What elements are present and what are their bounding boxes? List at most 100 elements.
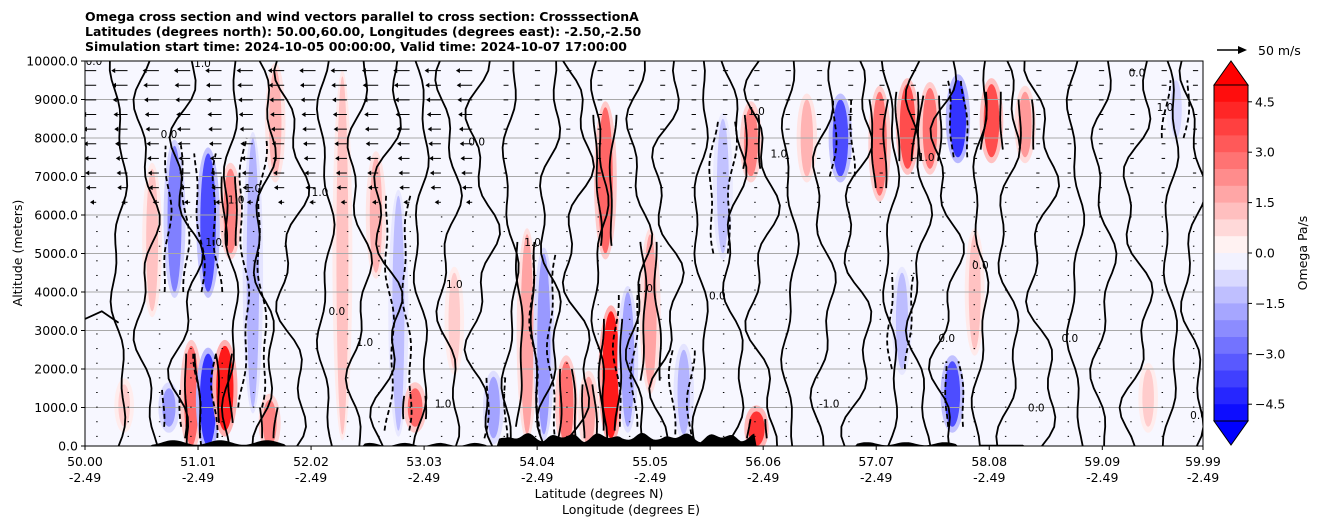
wind-vector-head — [242, 185, 247, 191]
zero-contour — [515, 241, 524, 427]
omega-cell — [643, 234, 657, 389]
wind-vector-head — [271, 141, 276, 147]
wind-vector-head — [403, 199, 408, 205]
wind-vector-head — [303, 155, 308, 161]
wind-vector-head — [336, 185, 341, 191]
negative-contour — [629, 291, 639, 427]
x-tick-label-lat: 56.06 — [745, 454, 781, 469]
omega-cell — [1142, 369, 1154, 427]
negative-contour — [161, 388, 166, 427]
wind-vector-head — [457, 97, 462, 103]
negative-contour — [726, 118, 738, 254]
contour-label: 0.0 — [1061, 333, 1078, 345]
negative-contour — [178, 388, 183, 427]
zero-contour — [402, 395, 406, 420]
wind-vector-head — [333, 126, 338, 132]
colorbar-segment — [1214, 269, 1248, 288]
negative-contour — [849, 99, 856, 177]
x-tick-label-lon: -2.49 — [182, 470, 214, 485]
zero-contour — [882, 99, 889, 189]
quiver-key-arrowhead-icon — [1238, 46, 1247, 54]
negative-contour — [483, 376, 490, 439]
zero-contour — [193, 353, 202, 439]
wind-vector-head — [206, 97, 211, 103]
wind-vector-head — [398, 170, 403, 176]
wind-vector-head — [395, 112, 400, 118]
zero-contour — [570, 368, 577, 439]
y-axis-label: Altitude (meters) — [10, 200, 25, 307]
wind-vector-head — [303, 141, 308, 147]
zero-contour — [1017, 99, 1022, 150]
contour-label: 1.0 — [312, 187, 329, 199]
wind-vector-head — [299, 68, 304, 74]
wind-vector-head — [430, 185, 435, 191]
wind-vector-head — [273, 170, 278, 176]
zero-contour — [653, 241, 662, 381]
y-tick-label: 6000.0 — [34, 208, 78, 223]
wind-vector-head — [426, 112, 431, 118]
wind-vector-head — [179, 185, 184, 191]
wind-vector-head — [396, 126, 401, 132]
wind-vector-head — [301, 112, 306, 118]
y-tick-label: 7000.0 — [34, 169, 78, 184]
wind-vector-head — [455, 68, 460, 74]
colorbar-segment — [1214, 370, 1248, 388]
contour-label: 1.0 — [245, 183, 262, 195]
wind-vector-head — [205, 82, 210, 88]
wind-vector-head — [146, 141, 151, 147]
wind-vector-head — [85, 141, 88, 147]
colorbar: 4.5 3.0 1.5 0.0 −1.5 −3.0 −4.5 — [1213, 60, 1285, 446]
wind-vector-head — [246, 199, 251, 205]
wind-vector-head — [340, 199, 345, 205]
zero-contour — [648, 61, 685, 446]
wind-vector-head — [114, 126, 119, 132]
contour-label: 1.0 — [446, 279, 463, 291]
omega-cell — [677, 349, 690, 435]
wind-vector-head — [176, 126, 181, 132]
zero-contour — [167, 61, 205, 446]
wind-vector-head — [429, 170, 434, 176]
wind-vector-head — [372, 199, 377, 205]
colorbar-segment — [1214, 169, 1248, 187]
zero-contour — [344, 61, 374, 446]
colorbar-segment — [1214, 337, 1248, 355]
wind-vector-head — [240, 141, 245, 147]
zero-contour — [613, 318, 624, 431]
colorbar-segment — [1214, 286, 1248, 304]
omega-cell — [199, 353, 217, 446]
wind-vector-head — [365, 141, 370, 147]
zero-contour — [742, 114, 748, 170]
x-tick-label-lon: -2.49 — [521, 470, 553, 485]
wind-vector-head — [85, 185, 90, 191]
wind-vector-head — [394, 82, 399, 88]
wind-vector-head — [278, 199, 283, 205]
omega-cell — [582, 376, 596, 446]
wind-vector-head — [272, 155, 277, 161]
omega-cell — [269, 68, 282, 177]
negative-contour — [667, 349, 677, 435]
wind-vector-head — [299, 82, 304, 88]
wind-vector-head — [267, 68, 272, 74]
zero-contour — [1031, 99, 1035, 150]
zero-contour — [590, 61, 610, 446]
wind-vector-head — [397, 141, 402, 147]
wind-vector-head — [425, 82, 430, 88]
colorbar-segment — [1214, 236, 1248, 254]
zero-contour — [369, 61, 404, 446]
omega-cell — [899, 84, 916, 169]
wind-vector-head — [152, 199, 157, 205]
title-line-1: Omega cross section and wind vectors par… — [85, 9, 639, 24]
colorbar-tick-label: 1.5 — [1255, 195, 1275, 210]
wind-vector-head — [367, 185, 372, 191]
x-tick-label-lon: -2.49 — [295, 470, 327, 485]
colorbar-segment — [1214, 353, 1248, 372]
contour-labels: 0.0 1.00.01.01.01.0 1.00.01.01.00.01.01.00… — [86, 61, 1203, 422]
wind-vector-head — [434, 199, 439, 205]
wind-vector-head — [121, 199, 126, 205]
omega-cell — [602, 311, 620, 439]
zero-contour — [910, 91, 920, 162]
omega-cell — [743, 107, 758, 177]
zero-contour — [1161, 61, 1180, 446]
contour-label: 1.0 — [748, 106, 765, 118]
omega-cell — [520, 234, 534, 435]
